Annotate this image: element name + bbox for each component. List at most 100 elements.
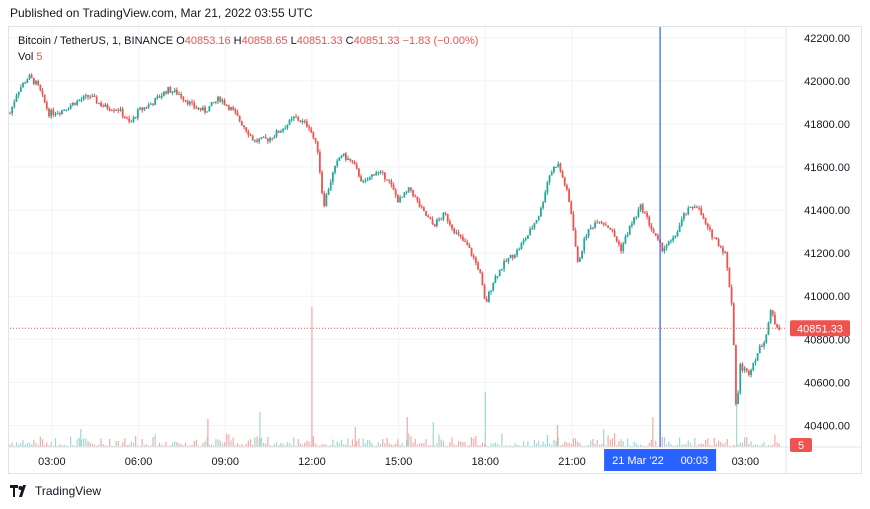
volume-bar (416, 444, 418, 447)
candle-body (145, 107, 148, 109)
volume-bar (167, 445, 169, 447)
volume-bar (234, 445, 236, 447)
volume-bar (464, 442, 466, 447)
candle-body (602, 222, 605, 225)
candle-body (30, 74, 33, 78)
volume-bar (726, 439, 728, 447)
candle-body (678, 225, 681, 233)
volume-bar (566, 442, 568, 447)
candle-body (483, 285, 486, 299)
volume-bar (479, 445, 481, 447)
volume-bar (646, 445, 648, 447)
candle-body (377, 171, 380, 173)
volume-bar (67, 445, 70, 447)
volume-bar (681, 444, 683, 447)
candle-body (362, 180, 365, 182)
candle-body (178, 94, 180, 96)
candle-body (600, 221, 603, 223)
volume-bar (334, 445, 336, 447)
volume-bar (141, 438, 143, 447)
candle-body (748, 370, 750, 376)
volume-bar (707, 438, 709, 447)
candle-body (637, 209, 640, 217)
candle-body (698, 207, 700, 209)
candle-body (752, 362, 755, 370)
volume-bar (561, 444, 564, 447)
candle-body (24, 82, 27, 84)
candle-body (227, 105, 230, 110)
candle-body (197, 108, 200, 110)
candle-body (167, 87, 170, 94)
volume-bar (722, 443, 724, 447)
candle-body (559, 163, 562, 172)
candle-body (745, 368, 748, 371)
volume-bar (462, 441, 464, 447)
volume-bar (581, 445, 583, 447)
candle-body (667, 241, 670, 246)
candle-body (581, 250, 583, 259)
candle-body (334, 165, 336, 173)
volume-bar (360, 445, 362, 447)
symbol-title[interactable]: Bitcoin / TetherUS, 1, BINANCE (18, 35, 174, 47)
candle-body (743, 368, 746, 371)
candle-body (475, 257, 477, 263)
candle-body (644, 211, 646, 213)
candle-body (496, 276, 499, 278)
volume-bar (696, 445, 698, 447)
volume-bar (282, 443, 284, 447)
candle-body (613, 230, 616, 237)
candle-body (69, 105, 72, 109)
volume-bar (83, 438, 85, 447)
candle-body (156, 96, 159, 99)
price-axis[interactable]: 42200.00 42000.00 41800.00 41600.00 41400.00… (790, 33, 850, 452)
volume-bar (236, 443, 239, 447)
candle-body (84, 95, 87, 97)
chart-frame[interactable] (8, 26, 862, 474)
volume-bar (761, 444, 763, 447)
candle-body (542, 202, 544, 208)
candle-body (728, 268, 731, 288)
volume-bar (650, 440, 653, 447)
candle-body (58, 113, 61, 115)
volume-label[interactable]: Vol (18, 51, 34, 63)
candle-body (234, 109, 237, 113)
volume-bar (423, 443, 425, 447)
candle-body (17, 91, 20, 96)
volume-bar (31, 444, 33, 447)
candle-body (169, 87, 172, 93)
x-tick-label: 09:00 (211, 456, 239, 468)
volume-bar (299, 443, 301, 447)
price-chart[interactable]: 42200.00 42000.00 41800.00 41600.00 41400.00… (0, 0, 870, 474)
candle-body (249, 135, 252, 137)
candle-body (225, 104, 228, 106)
candle-body (130, 121, 133, 123)
volume-bar (635, 443, 637, 447)
candle-body (422, 207, 425, 211)
candle-body (431, 219, 434, 225)
volume-bar (731, 445, 733, 447)
volume-bar (247, 440, 249, 447)
candle-body (657, 235, 659, 240)
y-tick-label: 41800.00 (804, 119, 850, 131)
candle-body (381, 171, 384, 173)
volume-bar (343, 444, 345, 447)
volume-bar (676, 444, 679, 447)
time-axis[interactable]: 03:00 06:00 09:00 12:00 15:00 18:00 21:00 03:00… (38, 449, 759, 471)
volume-bar (208, 445, 210, 447)
candle-body (128, 118, 131, 122)
volume-bar (191, 445, 193, 447)
candle-body (344, 153, 347, 160)
y-tick-label: 42200.00 (804, 33, 850, 45)
candle-body (444, 213, 447, 215)
open-value: 40853.16 (184, 35, 231, 47)
volume-bar (28, 442, 31, 447)
volume-bar (678, 437, 681, 447)
candle-body (32, 77, 35, 85)
candle-body (715, 237, 718, 240)
volume-bar (384, 443, 386, 447)
candle-body (327, 189, 330, 195)
volume-bar (210, 444, 213, 447)
volume-bar (48, 445, 50, 447)
tradingview-logo[interactable]: TradingView (10, 484, 101, 498)
volume-bar (499, 445, 501, 447)
